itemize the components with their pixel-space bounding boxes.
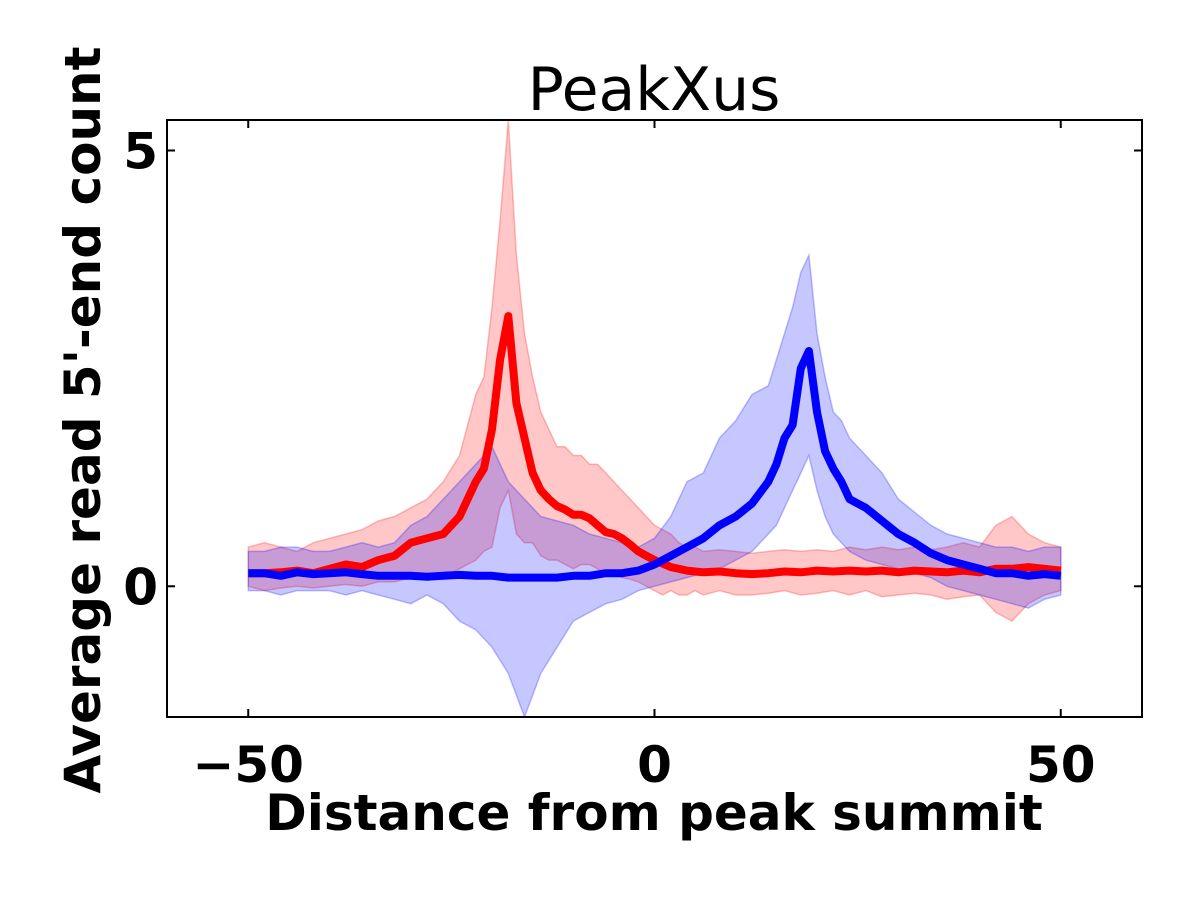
chart-title: PeakXus [528,55,781,125]
y-tick-label: 0 [123,558,158,616]
x-tick-label: −50 [193,736,304,794]
x-tick-label: 50 [1026,736,1096,794]
series-1-band [247,120,1062,623]
x-tick-label: 0 [637,736,672,794]
y-axis-label: Average read 5'-end count [54,46,112,793]
series-1-line [248,312,1062,579]
x-axis-label: Distance from peak summit [265,784,1043,842]
plot-frame [166,119,1143,718]
y-tick-label: 5 [123,123,158,181]
series-2-band [247,252,1062,717]
series-2-line [248,347,1062,582]
